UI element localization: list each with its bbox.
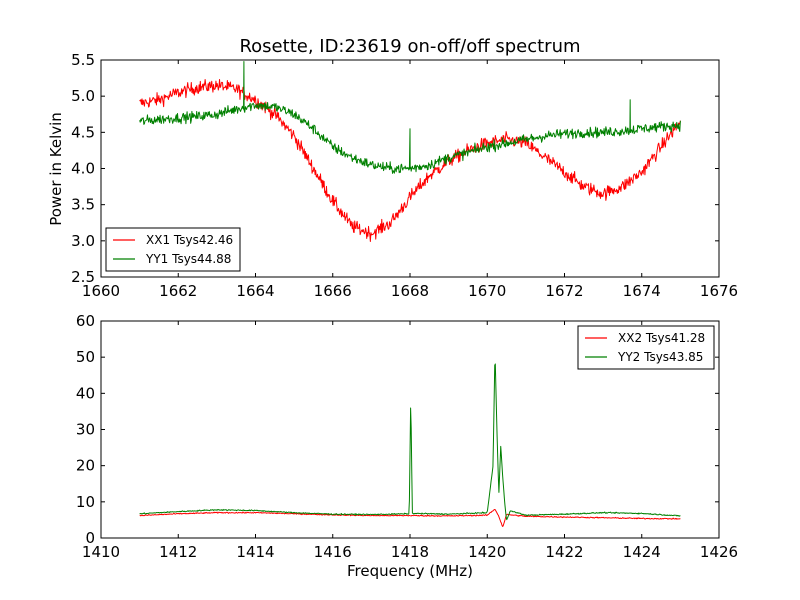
chart2-y-tick-label: 50: [76, 348, 95, 366]
chart1-series-line-1: [139, 79, 681, 242]
chart1-legend: XX1 Tsys42.46 YY1 Tsys44.88: [105, 227, 241, 272]
chart2-x-tick-label: 1418: [391, 543, 429, 561]
chart1-y-tick-label: 3.0: [71, 232, 95, 250]
chart1-y-tick-label: 3.5: [71, 196, 95, 214]
chart2-x-tick-label: 1422: [545, 543, 583, 561]
chart2-xlabel: Frequency (MHz): [347, 562, 473, 580]
chart2-x-tick-label: 1410: [82, 543, 120, 561]
legend-entry: YY2 Tsys43.85: [617, 350, 703, 364]
chart1-x-tick-label: 1666: [314, 282, 352, 300]
chart2-y-tick-label: 20: [76, 457, 95, 475]
chart1-plot-area: 1660 1662 1664 1666 1668 1670 1672 1674 1676 2.5 3…: [71, 51, 738, 300]
chart2-x-tick-label: 1414: [236, 543, 274, 561]
legend-entry: XX1 Tsys42.46: [146, 233, 233, 247]
chart2-y-tick-label: 60: [76, 312, 95, 330]
chart2-y-tick-label: 40: [76, 384, 95, 402]
chart2-x-tick-label: 1426: [700, 543, 738, 561]
chart1-x-tick-label: 1660: [82, 282, 120, 300]
chart2-x-tick-label: 1412: [159, 543, 197, 561]
chart1-y-tick-label: 4.0: [71, 160, 95, 178]
chart1-series-line-2: [139, 60, 681, 174]
chart2-x-tick-label: 1416: [314, 543, 352, 561]
chart2-y-tick-label: 10: [76, 493, 95, 511]
chart1-title: Rosette, ID:23619 on-off/off spectrum: [239, 36, 580, 57]
chart1-ylabel: Power in Kelvin: [47, 112, 65, 226]
legend-box: [577, 325, 715, 370]
chart2-series-line-1: [139, 508, 681, 527]
chart1-x-tick-label: 1668: [391, 282, 429, 300]
chart1-y-tick-label: 2.5: [71, 268, 95, 286]
chart1-x-tick-label: 1672: [545, 282, 583, 300]
chart1-x-tick-label: 1664: [236, 282, 274, 300]
chart1-x-tick-label: 1670: [468, 282, 506, 300]
chart1-y-tick-label: 4.5: [71, 123, 95, 141]
chart1-y-tick-label: 5.0: [71, 87, 95, 105]
chart2-x-tick-label: 1424: [623, 543, 661, 561]
chart2-y-tick-label: 30: [76, 421, 95, 439]
chart1-x-tick-label: 1674: [623, 282, 661, 300]
chart2-x-tick-label: 1420: [468, 543, 506, 561]
chart2-series-line-2: [139, 363, 681, 521]
legend-entry: YY1 Tsys44.88: [145, 252, 231, 266]
chart2-plot-area: 1410 1412 1414 1416 1418 1420 1422 1424 1426 0 10 2…: [76, 312, 738, 561]
chart1-x-tick-label: 1676: [700, 282, 738, 300]
chart1-y-tick-label: 5.5: [71, 51, 95, 69]
legend-box: [105, 227, 241, 272]
chart2-y-tick-label: 0: [85, 529, 95, 547]
chart1-x-tick-label: 1662: [159, 282, 197, 300]
chart2-legend: XX2 Tsys41.28 YY2 Tsys43.85: [577, 325, 715, 370]
legend-entry: XX2 Tsys41.28: [618, 331, 705, 345]
